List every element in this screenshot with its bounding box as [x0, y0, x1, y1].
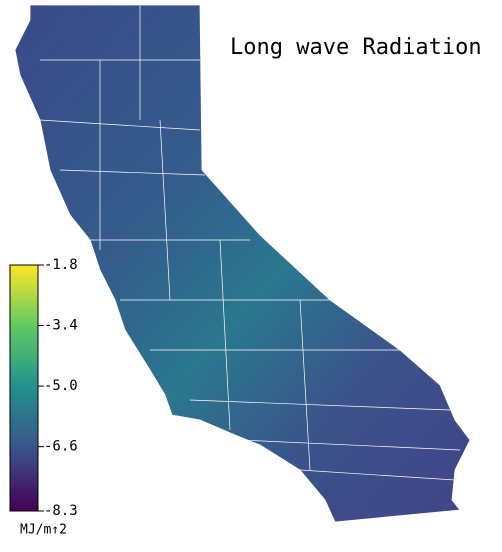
colorbar-tick-label: -3.4 [44, 318, 78, 334]
colorbar-tick-label: -5.0 [44, 378, 78, 394]
colorbar-label: MJ/m↑2 [20, 523, 67, 538]
county-borders [39, 5, 461, 481]
colorbar [9, 264, 39, 512]
colorbar-tick-label: -8.3 [44, 503, 78, 519]
colorbar-tick-label: -1.8 [44, 257, 78, 273]
california-map [14, 4, 471, 523]
colorbar-tick-label: -6.6 [44, 439, 78, 455]
map-title: Long wave Radiation [230, 35, 482, 60]
